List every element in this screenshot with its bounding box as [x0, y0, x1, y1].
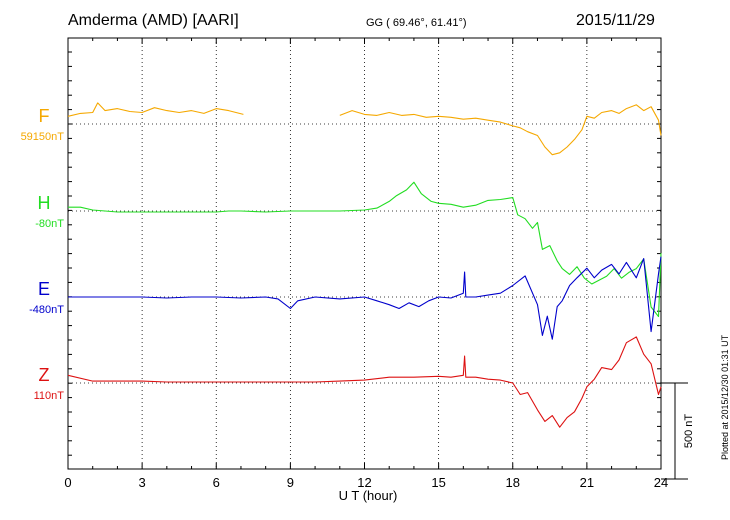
series-line-f [67, 102, 662, 156]
x-tick-label: 12 [357, 475, 371, 490]
geographic-coords: GG ( 69.46°, 61.41°) [366, 17, 467, 29]
axis-ticks: 0 3 6 9 12 15 18 21 24 [64, 38, 668, 490]
x-tick-label: 6 [213, 475, 220, 490]
x-tick-label: 3 [139, 475, 146, 490]
component-label-h: H [38, 193, 51, 213]
label-group: F 59150nT H -80nT E -480nT Z 110nT [21, 106, 65, 402]
x-tick-label: 21 [580, 475, 594, 490]
series-group [67, 102, 662, 428]
station-title: Amderma (AMD) [AARI] [68, 12, 239, 29]
x-tick-label: 9 [287, 475, 294, 490]
series-line-e [68, 256, 662, 340]
component-label-e: E [38, 279, 50, 299]
grid-lines [68, 38, 661, 469]
series-line-h [68, 181, 662, 318]
scale-bar: 500 nT [661, 382, 695, 480]
date-label: 2015/11/29 [576, 12, 655, 29]
x-tick-label: 18 [506, 475, 520, 490]
baseline-value-f: 59150nT [21, 131, 65, 143]
plotted-note: Plotted at 2015/12/30 01:31 UT [720, 334, 730, 460]
x-tick-label: 0 [64, 475, 71, 490]
component-label-z: Z [39, 365, 50, 385]
x-axis-label: U T (hour) [339, 488, 398, 503]
series-line-z [67, 336, 662, 428]
scale-bar-label: 500 nT [683, 414, 695, 449]
component-label-f: F [39, 106, 50, 126]
baseline-value-e: -480nT [29, 304, 64, 316]
x-tick-label: 24 [654, 475, 668, 490]
baseline-value-z: 110nT [34, 390, 65, 402]
baseline-value-h: -80nT [35, 218, 64, 230]
x-tick-label: 15 [431, 475, 445, 490]
